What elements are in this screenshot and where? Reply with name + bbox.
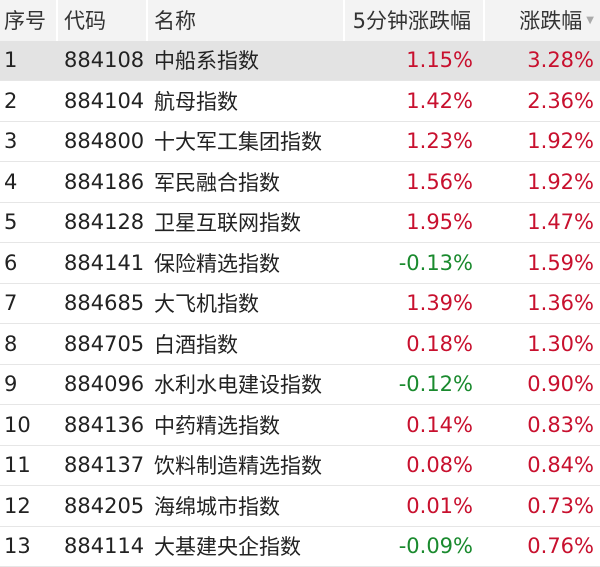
row-code: 884205 [64,493,145,518]
row-change: 0.73% [527,493,594,518]
row-code: 884685 [64,291,145,316]
row-5min-change: 0.08% [406,453,473,478]
table-row[interactable]: 10 884136 中药精选指数 0.14% 0.83% [0,405,600,446]
table-row[interactable]: 5 884128 卫星互联网指数 1.95% 1.47% [0,203,600,243]
row-change: 1.30% [527,331,594,356]
table-row[interactable]: 2 884104 航母指数 1.42% 2.36% [0,81,600,122]
row-name: 军民融合指数 [154,170,280,195]
row-no: 3 [4,129,18,154]
row-code: 884108 [64,48,145,73]
row-code: 884186 [64,169,145,194]
row-no: 12 [4,493,31,518]
table-row[interactable]: 13 884114 大基建央企指数 -0.09% 0.76% [0,527,600,567]
row-5min-change: 0.01% [406,493,473,518]
table-row[interactable]: 12 884205 海绵城市指数 0.01% 0.73% [0,486,600,527]
row-name: 海绵城市指数 [154,494,280,519]
row-5min-change: 0.14% [406,412,473,437]
table-row[interactable]: 1 884108 中船系指数 1.15% 3.28% [0,40,600,81]
table-header: 序号 代码 名称 5分钟涨跌幅 涨跌幅 ▼ [0,0,600,41]
row-no: 10 [4,412,31,437]
row-5min-change: 1.15% [406,48,473,73]
row-name: 十大军工集团指数 [154,130,322,155]
row-code: 884800 [64,129,145,154]
row-code: 884136 [64,412,145,437]
row-change: 0.84% [527,453,594,478]
table-row[interactable]: 3 884800 十大军工集团指数 1.23% 1.92% [0,122,600,162]
row-no: 2 [4,88,18,113]
row-name: 航母指数 [154,89,238,114]
header-no[interactable]: 序号 [0,0,58,41]
row-no: 9 [4,372,18,397]
header-name[interactable]: 名称 [148,0,345,41]
row-code: 884114 [64,534,145,559]
row-name: 大基建央企指数 [154,535,301,560]
row-no: 13 [4,534,31,559]
table-row[interactable]: 6 884141 保险精选指数 -0.13% 1.59% [0,243,600,284]
row-5min-change: -0.12% [398,372,473,397]
header-change-label: 涨跌幅 [519,9,583,34]
row-code: 884705 [64,331,145,356]
row-no: 4 [4,169,18,194]
row-5min-change: 1.95% [406,210,473,235]
row-name: 卫星互联网指数 [154,211,301,236]
row-no: 8 [4,331,18,356]
row-5min-change: 1.56% [406,169,473,194]
row-name: 中船系指数 [154,49,259,74]
row-5min-change: 0.18% [406,331,473,356]
row-name: 白酒指数 [154,332,238,357]
header-code[interactable]: 代码 [58,0,148,41]
row-change: 1.36% [527,291,594,316]
row-no: 5 [4,210,18,235]
row-change: 1.92% [527,129,594,154]
row-name: 水利水电建设指数 [154,373,322,398]
row-no: 6 [4,250,18,275]
row-change: 1.59% [527,250,594,275]
row-change: 3.28% [527,48,594,73]
row-change: 1.92% [527,169,594,194]
row-no: 11 [4,453,31,478]
row-change: 0.76% [527,534,594,559]
table-row[interactable]: 11 884137 饮料制造精选指数 0.08% 0.84% [0,446,600,486]
row-change: 0.83% [527,412,594,437]
row-no: 1 [4,48,18,73]
row-5min-change: 1.39% [406,291,473,316]
row-no: 7 [4,291,18,316]
row-code: 884141 [64,250,145,275]
row-change: 2.36% [527,88,594,113]
row-name: 保险精选指数 [154,251,280,276]
row-5min-change: 1.23% [406,129,473,154]
table-row[interactable]: 7 884685 大飞机指数 1.39% 1.36% [0,284,600,324]
sort-desc-icon: ▼ [586,14,594,26]
header-5min-change[interactable]: 5分钟涨跌幅 [345,0,485,41]
row-5min-change: 1.42% [406,88,473,113]
header-change[interactable]: 涨跌幅 ▼ [485,0,600,41]
table-row[interactable]: 4 884186 军民融合指数 1.56% 1.92% [0,162,600,203]
row-change: 1.47% [527,210,594,235]
row-name: 中药精选指数 [154,413,280,438]
table-row[interactable]: 9 884096 水利水电建设指数 -0.12% 0.90% [0,365,600,405]
row-change: 0.90% [527,372,594,397]
row-5min-change: -0.13% [398,250,473,275]
row-code: 884104 [64,88,145,113]
row-name: 饮料制造精选指数 [154,454,322,479]
row-code: 884137 [64,453,145,478]
row-name: 大飞机指数 [154,292,259,317]
table-row[interactable]: 8 884705 白酒指数 0.18% 1.30% [0,324,600,365]
row-5min-change: -0.09% [398,534,473,559]
row-code: 884128 [64,210,145,235]
row-code: 884096 [64,372,145,397]
